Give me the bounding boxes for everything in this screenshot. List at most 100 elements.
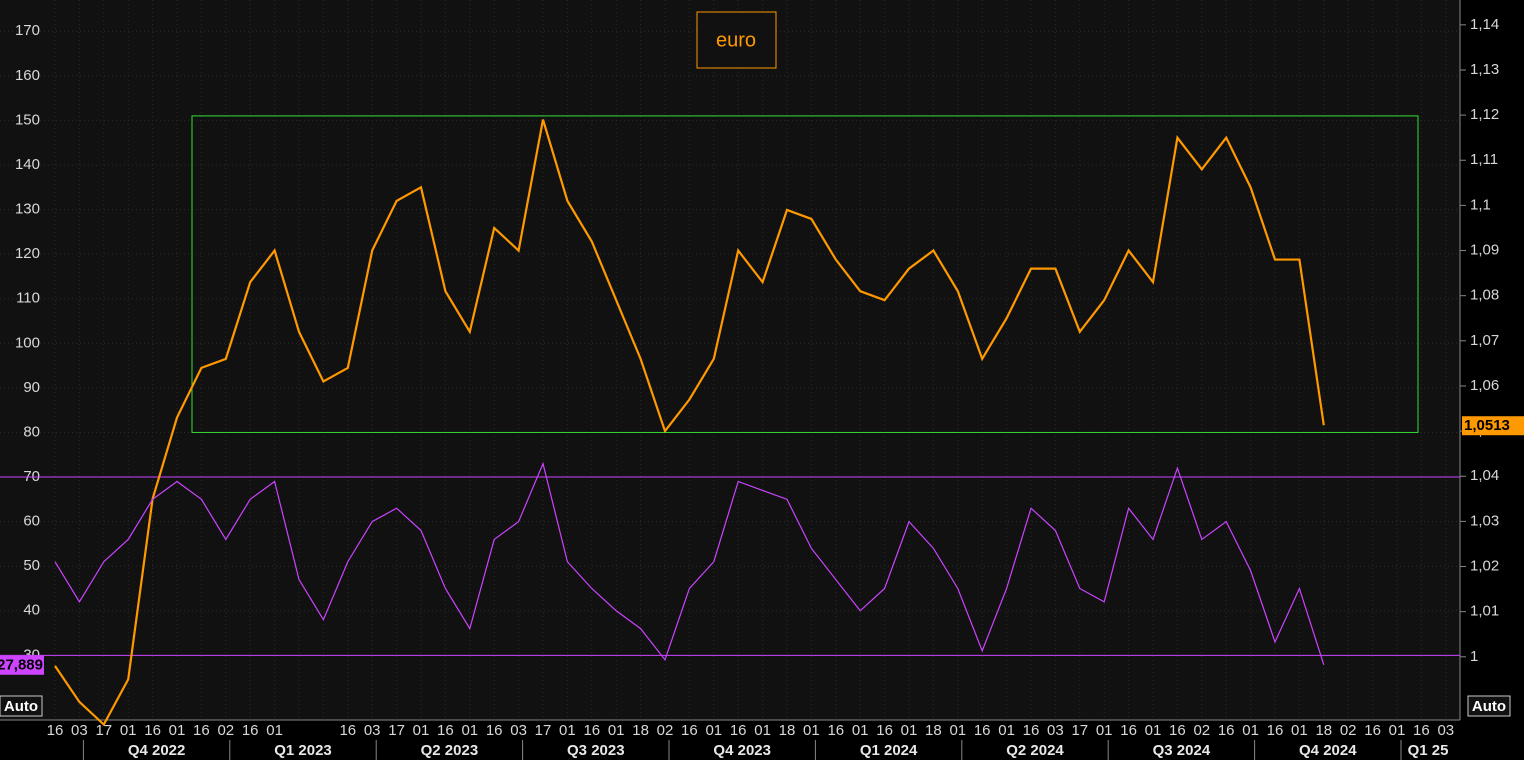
x-tick-label: 03 (1437, 722, 1454, 739)
x-tick-label: 16 (1413, 722, 1430, 739)
range-box (191, 115, 1419, 433)
quarter-label: Q4 2024 (1299, 742, 1357, 759)
x-tick-label: 17 (388, 722, 405, 739)
y-tick-label: 50 (23, 557, 40, 574)
y2-tick-label: 1,06 (1470, 377, 1499, 394)
x-tick-label: 03 (1047, 722, 1064, 739)
x-tick-label: 16 (486, 722, 503, 739)
auto-button-label[interactable]: Auto (1472, 698, 1506, 715)
x-tick-label: 01 (803, 722, 820, 739)
value-label: 27,889 (0, 657, 43, 674)
x-tick-label: 16 (242, 722, 259, 739)
y2-tick-label: 1,14 (1470, 16, 1499, 33)
x-tick-label: 01 (1242, 722, 1259, 739)
x-tick-label: 16 (1120, 722, 1137, 739)
y2-tick-label: 1 (1470, 648, 1478, 665)
value-label: 1,0513 (1464, 417, 1510, 434)
y-tick-label: 140 (15, 156, 40, 173)
quarter-label: Q1 25 (1408, 742, 1449, 759)
y-tick-label: 150 (15, 111, 40, 128)
x-tick-label: 01 (608, 722, 625, 739)
x-tick-label: 03 (510, 722, 527, 739)
y-tick-label: 40 (23, 602, 40, 619)
x-tick-label: 16 (144, 722, 161, 739)
y2-tick-label: 1,04 (1470, 467, 1499, 484)
x-tick-label: 01 (705, 722, 722, 739)
x-tick-label: 17 (95, 722, 112, 739)
x-tick-label: 16 (1169, 722, 1186, 739)
y2-tick-label: 1,03 (1470, 512, 1499, 529)
quarter-label: Q4 2023 (713, 742, 771, 759)
auto-button-label[interactable]: Auto (4, 698, 38, 715)
y2-tick-label: 1,1 (1470, 196, 1491, 213)
quarter-label: Q1 2024 (860, 742, 918, 759)
x-tick-label: 16 (974, 722, 991, 739)
title-box (696, 11, 777, 69)
series-line (54, 119, 1325, 727)
x-tick-label: 02 (657, 722, 674, 739)
y-tick-label: 130 (15, 201, 40, 218)
y2-tick-label: 1,09 (1470, 242, 1499, 259)
x-tick-label: 18 (632, 722, 649, 739)
x-tick-label: 16 (1218, 722, 1235, 739)
plot-background (0, 0, 1460, 720)
auto-button[interactable] (1467, 695, 1511, 717)
x-tick-label: 01 (998, 722, 1015, 739)
x-tick-label: 16 (876, 722, 893, 739)
x-tick-label: 01 (852, 722, 869, 739)
y2-tick-label: 1,12 (1470, 106, 1499, 123)
quarter-label: Q3 2024 (1153, 742, 1211, 759)
x-tick-label: 18 (925, 722, 942, 739)
series-line (54, 461, 1325, 665)
quarter-label: Q1 2023 (274, 742, 332, 759)
y-tick-label: 70 (23, 468, 40, 485)
x-tick-label: 18 (1315, 722, 1332, 739)
quarter-label: Q2 2023 (421, 742, 479, 759)
x-tick-label: 16 (1023, 722, 1040, 739)
y2-tick-label: 1,01 (1470, 603, 1499, 620)
x-tick-label: 16 (730, 722, 747, 739)
x-tick-label: 01 (949, 722, 966, 739)
x-tick-label: 01 (120, 722, 137, 739)
x-tick-label: 16 (1267, 722, 1284, 739)
x-tick-label: 02 (1193, 722, 1210, 739)
x-tick-label: 01 (1096, 722, 1113, 739)
y-tick-label: 100 (15, 334, 40, 351)
value-tag (1462, 416, 1524, 436)
y-tick-label: 160 (15, 67, 40, 84)
quarter-label: Q3 2023 (567, 742, 625, 759)
x-tick-label: 16 (47, 722, 64, 739)
x-tick-label: 16 (583, 722, 600, 739)
y-tick-label: 80 (23, 423, 40, 440)
x-tick-label: 02 (217, 722, 234, 739)
x-tick-label: 01 (1145, 722, 1162, 739)
x-tick-label: 16 (339, 722, 356, 739)
y-tick-label: 170 (15, 22, 40, 39)
value-tag (0, 655, 44, 675)
x-tick-label: 18 (779, 722, 796, 739)
x-tick-label: 01 (169, 722, 186, 739)
x-tick-label: 01 (901, 722, 918, 739)
auto-button[interactable] (0, 695, 43, 717)
x-tick-label: 16 (827, 722, 844, 739)
x-tick-label: 16 (1364, 722, 1381, 739)
x-tick-label: 17 (1071, 722, 1088, 739)
y-tick-label: 60 (23, 513, 40, 530)
x-tick-label: 16 (681, 722, 698, 739)
y2-tick-label: 1,11 (1470, 151, 1498, 168)
y-tick-label: 120 (15, 245, 40, 262)
y2-tick-label: 1,02 (1470, 557, 1499, 574)
y2-tick-label: 1,08 (1470, 287, 1499, 304)
x-tick-label: 02 (1340, 722, 1357, 739)
x-tick-label: 03 (71, 722, 88, 739)
x-tick-label: 03 (364, 722, 381, 739)
x-tick-label: 17 (535, 722, 552, 739)
x-tick-label: 01 (461, 722, 478, 739)
y-tick-label: 90 (23, 379, 40, 396)
x-tick-label: 01 (1291, 722, 1308, 739)
chart-title: euro (716, 29, 756, 51)
quarter-label: Q4 2022 (128, 742, 186, 759)
quarter-label: Q2 2024 (1006, 742, 1064, 759)
